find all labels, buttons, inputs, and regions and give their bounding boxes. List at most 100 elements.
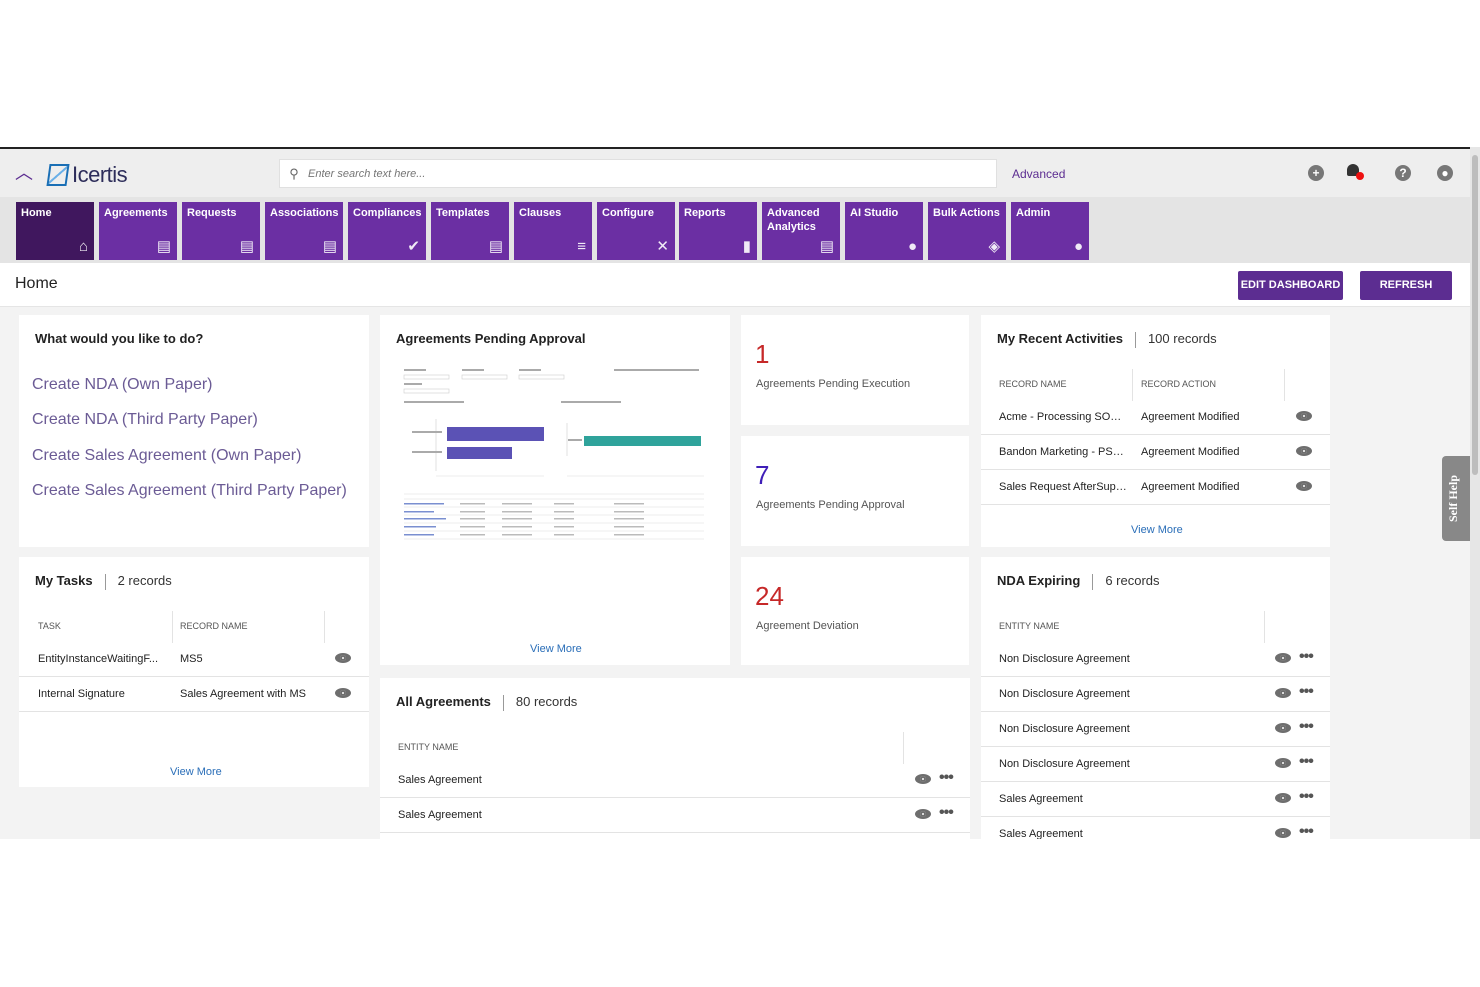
table-row[interactable]: Acme - Processing SOW ... Agreement Modi… [981,401,1330,435]
page-title: Home [15,275,58,292]
my-tasks-view-more[interactable]: View More [170,766,222,778]
create-sales-agreement-own-link[interactable]: Create Sales Agreement (Own Paper) [32,447,302,464]
search-input[interactable] [308,167,968,180]
nda-expiring-title: NDA Expiring 6 records [997,573,1160,590]
navigation-tiles: Home ⌂ Agreements ▤ Requests ▤ Associations ▤ Co… [0,197,1470,263]
entity-name-cell[interactable]: Sales Agreement [999,793,1083,805]
nav-tile-agreements[interactable]: Agreements ▤ [99,202,177,260]
more-options-icon[interactable]: ••• [939,804,954,821]
entity-name-cell[interactable]: Non Disclosure Agreement [999,688,1130,700]
view-eye-icon[interactable] [1275,828,1291,838]
user-profile-icon[interactable]: ● [1437,165,1453,181]
refresh-button[interactable]: REFRESH [1360,271,1452,300]
table-row[interactable]: Non Disclosure Agreement ••• [981,678,1330,712]
help-icon[interactable]: ? [1395,165,1411,181]
pending-approval-view-more[interactable]: View More [530,643,582,655]
table-row[interactable]: Internal Signature Sales Agreement with … [19,678,369,712]
view-eye-icon[interactable] [335,653,351,663]
view-eye-icon[interactable] [915,809,931,819]
scrollbar-thumb[interactable] [1472,155,1478,475]
more-options-icon[interactable]: ••• [1299,648,1314,665]
view-eye-icon[interactable] [1296,446,1312,456]
table-row[interactable]: Non Disclosure Agreement ••• [981,713,1330,747]
nav-tile-reports[interactable]: Reports ▮ [679,202,757,260]
column-header-entity-name[interactable]: ENTITY NAME [999,621,1060,631]
column-header-record-action[interactable]: RECORD ACTION [1141,379,1217,389]
table-row[interactable]: Sales Agreement ••• [380,799,970,833]
column-header-entity-name[interactable]: ENTITY NAME [398,742,459,752]
table-row[interactable]: Sales Request AfterSupply Agreement Modi… [981,471,1330,505]
entity-name-cell[interactable]: Non Disclosure Agreement [999,723,1130,735]
nav-tile-associations[interactable]: Associations ▤ [265,202,343,260]
home-icon: ⌂ [78,238,88,255]
more-options-icon[interactable]: ••• [1299,753,1314,770]
more-options-icon[interactable]: ••• [1299,788,1314,805]
view-eye-icon[interactable] [335,688,351,698]
record-name-cell[interactable]: Sales Request AfterSupply [999,481,1129,493]
create-sales-agreement-third-party-link[interactable]: Create Sales Agreement (Third Party Pape… [32,482,347,499]
nav-tile-configure[interactable]: Configure ✕ [597,202,675,260]
column-header-task[interactable]: TASK [38,621,61,631]
metric-agreement-deviation[interactable]: 24 Agreement Deviation [741,557,969,665]
collapse-chevron-icon[interactable]: ︿ [15,163,33,183]
table-row[interactable]: EntityInstanceWaitingF... MS5 [19,643,369,677]
recent-activities-view-more[interactable]: View More [1131,524,1183,536]
nav-tile-compliances[interactable]: Compliances ✔ [348,202,426,260]
more-options-icon[interactable]: ••• [1299,823,1314,839]
entity-name-cell[interactable]: Non Disclosure Agreement [999,653,1130,665]
view-eye-icon[interactable] [1275,793,1291,803]
nav-tile-templates[interactable]: Templates ▤ [431,202,509,260]
document-icon: ▤ [488,238,503,255]
table-row[interactable]: Sales Agreement ••• [981,818,1330,839]
advanced-search-link[interactable]: Advanced [1012,167,1066,181]
global-search[interactable]: ⚲ [279,159,997,188]
metric-pending-approval[interactable]: 7 Agreements Pending Approval [741,436,969,546]
record-name-cell[interactable]: Acme - Processing SOW ... [999,411,1129,423]
view-eye-icon[interactable] [1275,688,1291,698]
nav-tile-label: Templates [436,207,490,219]
task-cell[interactable]: Internal Signature [38,688,125,700]
column-header-record-name[interactable]: RECORD NAME [999,379,1067,389]
add-icon[interactable]: + [1308,165,1324,181]
column-header-record-name[interactable]: RECORD NAME [180,621,248,631]
create-nda-own-paper-link[interactable]: Create NDA (Own Paper) [32,376,213,393]
entity-name-cell[interactable]: Non Disclosure Agreement [999,758,1130,770]
nav-tile-clauses[interactable]: Clauses ≡ [514,202,592,260]
create-nda-third-party-link[interactable]: Create NDA (Third Party Paper) [32,411,258,428]
nav-tile-label: Reports [684,207,726,219]
more-options-icon[interactable]: ••• [939,769,954,786]
self-help-tab[interactable]: Self Help [1442,456,1470,541]
entity-name-cell[interactable]: Sales Agreement [398,774,482,786]
nav-tile-bulk-actions[interactable]: Bulk Actions ◈ [928,202,1006,260]
entity-name-cell[interactable]: Sales Agreement [398,809,482,821]
nav-tile-admin[interactable]: Admin ● [1011,202,1089,260]
view-eye-icon[interactable] [1275,653,1291,663]
metric-pending-execution[interactable]: 1 Agreements Pending Execution [741,315,969,425]
view-eye-icon[interactable] [1275,723,1291,733]
page-scrollbar[interactable] [1470,147,1480,839]
table-row[interactable]: Sales Agreement ••• [380,764,970,798]
table-row[interactable]: Bandon Marketing - PSA... Agreement Modi… [981,436,1330,470]
table-row[interactable]: Non Disclosure Agreement ••• [981,643,1330,677]
more-options-icon[interactable]: ••• [1299,718,1314,735]
users-icon: ● [1073,238,1083,255]
table-row[interactable]: Non Disclosure Agreement ••• [981,748,1330,782]
edit-dashboard-button[interactable]: EDIT DASHBOARD [1238,271,1343,300]
report-thumbnail[interactable] [394,361,714,551]
nav-tile-home[interactable]: Home ⌂ [16,202,94,260]
view-eye-icon[interactable] [1296,481,1312,491]
card-title-text: My Tasks [35,573,93,588]
view-eye-icon[interactable] [915,774,931,784]
icertis-logo[interactable]: Icertis [46,161,128,189]
entity-name-cell[interactable]: Sales Agreement [999,828,1083,839]
more-options-icon[interactable]: ••• [1299,683,1314,700]
view-eye-icon[interactable] [1296,411,1312,421]
view-eye-icon[interactable] [1275,758,1291,768]
notification-bell-icon[interactable] [1347,164,1364,180]
nav-tile-advanced-analytics[interactable]: Advanced Analytics ▤ [762,202,840,260]
table-row[interactable]: Sales Agreement ••• [981,783,1330,817]
nav-tile-ai-studio[interactable]: AI Studio ● [845,202,923,260]
nav-tile-requests[interactable]: Requests ▤ [182,202,260,260]
record-name-cell[interactable]: Bandon Marketing - PSA... [999,446,1129,458]
task-cell[interactable]: EntityInstanceWaitingF... [38,653,159,665]
